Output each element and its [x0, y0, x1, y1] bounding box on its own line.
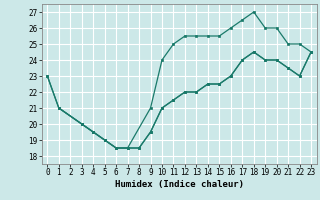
X-axis label: Humidex (Indice chaleur): Humidex (Indice chaleur) — [115, 180, 244, 189]
